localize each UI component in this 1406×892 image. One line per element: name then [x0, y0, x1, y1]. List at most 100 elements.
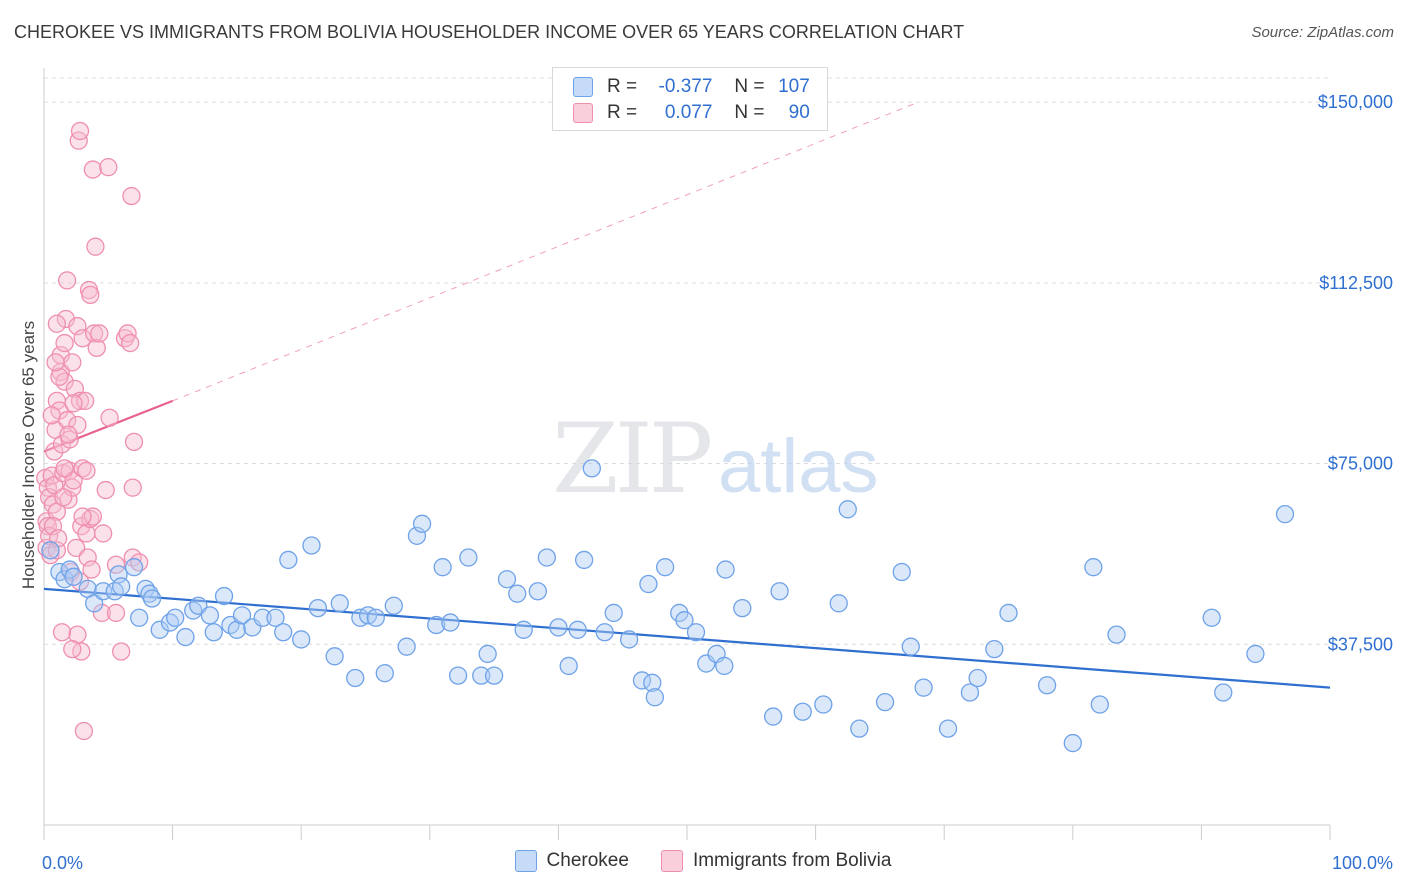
- cherokee-point-10: [112, 577, 131, 596]
- cherokee-point-19: [176, 627, 195, 647]
- cherokee-point-103: [1214, 683, 1233, 702]
- cherokee-point-50: [448, 666, 468, 685]
- cherokee-point-85: [829, 594, 848, 613]
- bolivia-point-59: [90, 324, 109, 343]
- watermark: ZIP atlas: [552, 403, 879, 515]
- cherokee-point-101: [1107, 625, 1126, 644]
- bolivia-point-71: [122, 186, 141, 206]
- cherokee-point-62: [568, 620, 587, 639]
- bolivia-point-67: [112, 642, 131, 661]
- y-axis-label: Householder Income Over 65 years: [19, 321, 38, 589]
- cherokee-point-105: [1275, 505, 1295, 524]
- cherokee-trend: [43, 587, 1331, 689]
- cherokee-point-64: [582, 459, 601, 478]
- bolivia-point-58: [87, 338, 106, 358]
- bolivia-point-57: [86, 237, 105, 256]
- bolivia-point-83: [59, 425, 78, 444]
- cherokee-point-97: [1037, 676, 1057, 695]
- bolivia-point-51: [81, 285, 100, 305]
- cherokee-point-86: [838, 500, 857, 519]
- cherokee-point-43: [384, 596, 403, 615]
- bolivia-point-10: [45, 442, 64, 461]
- bolivia-point-82: [43, 517, 63, 536]
- cherokee-point-53: [478, 644, 497, 664]
- bolivia-swatch: [573, 103, 593, 123]
- bolivia-point-76: [54, 488, 73, 507]
- cherokee-point-16: [150, 620, 169, 639]
- cherokee-point-95: [985, 639, 1004, 659]
- bolivia-point-74: [124, 432, 144, 452]
- legend-item-cherokee[interactable]: Cherokee: [514, 850, 629, 872]
- bolivia-trend: [43, 101, 919, 453]
- bolivia-point-55: [83, 507, 103, 526]
- cherokee-point-75: [686, 623, 706, 642]
- bolivia-point-80: [73, 507, 92, 526]
- cherokee-point-81: [764, 707, 783, 726]
- bolivia-point-49: [78, 548, 97, 567]
- cherokee-points: [41, 459, 1295, 753]
- bolivia-point-30: [63, 353, 82, 372]
- cherokee-point-57: [514, 620, 533, 639]
- x-tick-label-0: 0.0%: [42, 853, 83, 873]
- cherokee-point-79: [716, 560, 735, 579]
- cherokee-point-47: [427, 615, 446, 635]
- y-tick-label-2: $112,500: [1319, 273, 1393, 293]
- bolivia-point-85: [52, 623, 72, 642]
- cherokee-point-84: [814, 695, 833, 714]
- bolivia-point-35: [68, 317, 87, 336]
- bolivia-point-77: [55, 459, 74, 478]
- cherokee-point-94: [968, 668, 987, 688]
- bolivia-point-87: [47, 314, 67, 333]
- bolivia-points: [36, 121, 149, 741]
- bolivia-point-61: [94, 524, 113, 543]
- bolivia-point-53: [82, 560, 101, 579]
- cherokee-point-82: [770, 582, 789, 601]
- bolivia-point-45: [74, 721, 94, 741]
- cherokee-point-67: [619, 630, 639, 649]
- bolivia-point-70: [121, 333, 140, 353]
- chart-title: CHEROKEE VS IMMIGRANTS FROM BOLIVIA HOUS…: [14, 22, 965, 42]
- cherokee-point-36: [325, 647, 344, 666]
- series-legend: Cherokee Immigrants from Bolivia: [0, 850, 1406, 872]
- cherokee-point-44: [397, 637, 416, 656]
- cherokee-point-54: [484, 666, 504, 685]
- cherokee-point-70: [643, 673, 662, 692]
- bolivia-point-56: [85, 324, 104, 343]
- bolivia-point-78: [50, 367, 69, 386]
- watermark-atlas: atlas: [718, 424, 879, 509]
- cherokee-point-51: [459, 548, 478, 567]
- cherokee-point-35: [308, 598, 328, 618]
- bolivia-point-88: [46, 353, 65, 372]
- cherokee-point-61: [559, 656, 578, 676]
- cherokee-point-91: [914, 678, 933, 697]
- bolivia-point-4: [38, 517, 58, 536]
- cherokee-point-74: [675, 611, 694, 630]
- cherokee-point-60: [549, 618, 568, 637]
- cherokee-point-93: [960, 683, 980, 702]
- stats-legend: R = -0.377 N = 107 R = 0.077 N = 90: [552, 67, 828, 131]
- cherokee-point-87: [850, 719, 869, 738]
- cherokee-point-34: [302, 536, 321, 555]
- cherokee-point-63: [574, 550, 594, 570]
- cherokee-point-78: [715, 656, 734, 676]
- stats-row-cherokee: R = -0.377 N = 107: [573, 74, 810, 100]
- cherokee-point-11: [124, 558, 144, 577]
- cherokee-point-90: [901, 637, 920, 656]
- legend-item-bolivia[interactable]: Immigrants from Bolivia: [660, 850, 891, 872]
- cherokee-point-12: [130, 608, 149, 627]
- bolivia-point-46: [76, 391, 95, 411]
- n-label: N =: [734, 102, 765, 123]
- cherokee-point-48: [433, 558, 452, 577]
- cherokee-point-83: [793, 702, 812, 721]
- legend-label-cherokee: Cherokee: [546, 850, 629, 871]
- bolivia-trend-extension: [172, 101, 919, 402]
- source-label: Source: ZipAtlas.com: [1251, 24, 1394, 41]
- cherokee-point-46: [412, 514, 432, 533]
- cherokee-point-52: [472, 666, 491, 685]
- bolivia-point-86: [63, 639, 82, 659]
- y-tick-label-0: $37,500: [1328, 634, 1393, 654]
- bolivia-point-64: [100, 408, 119, 427]
- cherokee-point-55: [497, 570, 517, 589]
- cherokee-point-0: [41, 541, 60, 560]
- r-label: R =: [607, 76, 638, 97]
